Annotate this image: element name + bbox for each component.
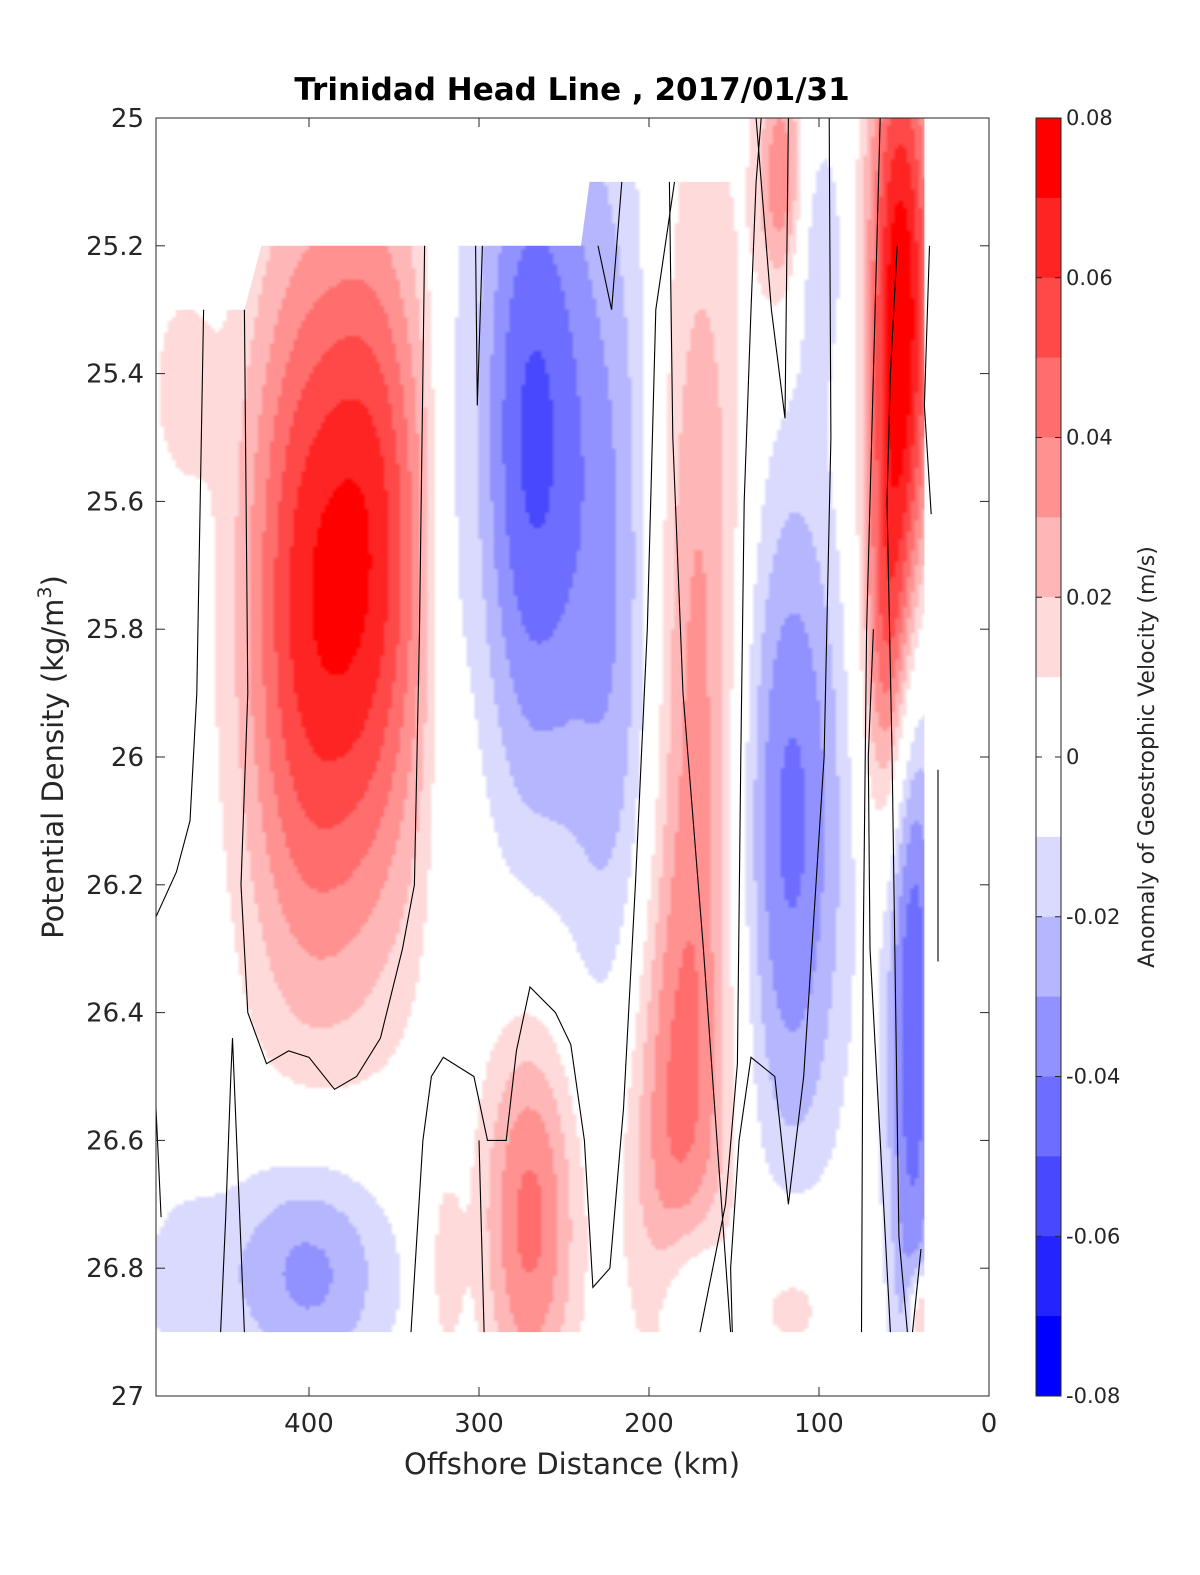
x-tick-label: 100 [794, 1409, 844, 1439]
colorbar-tick-label: 0.08 [1066, 106, 1113, 130]
zero-contour-line [156, 309, 205, 918]
x-tick-label: 200 [624, 1409, 674, 1439]
zero-contour-line [886, 245, 908, 1333]
zero-contour-lines [156, 118, 939, 1333]
x-tick-label: 0 [981, 1409, 998, 1439]
x-axis: 400 300 200 100 0 [284, 118, 997, 1439]
y-tick-label: 25.2 [86, 232, 144, 262]
colorbar-band [1036, 1316, 1061, 1397]
zero-contour-line [597, 181, 623, 310]
colorbar-label: Anomaly of Geostrophic Velocity (m/s) [1135, 546, 1160, 968]
colorbar-band [1036, 1076, 1061, 1157]
zero-contour-line [730, 118, 832, 1333]
colorbar-tick-label: 0.06 [1066, 266, 1113, 290]
y-axis-label-close: ) [36, 575, 70, 586]
zero-contour-line [699, 118, 762, 1333]
y-axis-label: Potential Density (kg/m3) [34, 575, 70, 939]
y-tick-label: 25 [111, 104, 144, 134]
colorbar-tick-label: -0.04 [1066, 1065, 1120, 1089]
y-tick-label: 25.6 [86, 487, 144, 517]
y-tick-label: 27 [111, 1382, 144, 1412]
no-data-mask [156, 118, 989, 1396]
x-tick-label: 400 [284, 1409, 334, 1439]
chart-title: Trinidad Head Line , 2017/01/31 [294, 72, 849, 108]
colorbar-band [1036, 357, 1061, 438]
y-axis: 25 25.2 25.4 25.6 25.8 26 26.2 26.4 26.6 26.8 27 [86, 104, 989, 1412]
zero-contour-line [220, 1038, 245, 1333]
zero-contour-line [156, 1108, 162, 1218]
zero-contour-line [867, 629, 891, 1333]
zero-contour-line [860, 118, 881, 1333]
colorbar-band [1036, 836, 1061, 918]
zero-contour-line [923, 245, 932, 515]
zero-contour-line [240, 245, 426, 1091]
x-tick-label: 300 [454, 1409, 504, 1439]
colorbar-tick-label: -0.06 [1066, 1224, 1120, 1248]
y-tick-label: 25.8 [86, 615, 144, 645]
zero-contour-line [478, 1140, 485, 1333]
y-tick-label: 26.2 [86, 871, 144, 901]
colorbar-band [1036, 677, 1061, 758]
colorbar-band [1036, 916, 1061, 998]
colorbar-tick-label: -0.02 [1066, 905, 1120, 929]
y-tick-label: 25.4 [86, 360, 144, 390]
colorbar-band [1036, 1156, 1061, 1237]
y-tick-label: 26.6 [86, 1126, 144, 1156]
colorbar-band [1036, 757, 1061, 838]
x-axis-label: Offshore Distance (km) [404, 1447, 740, 1481]
y-tick-label: 26.8 [86, 1254, 144, 1284]
colorbar-tick-label: 0.02 [1066, 585, 1113, 609]
y-axis-label-superscript: 3 [34, 586, 56, 598]
colorbar: 0.08 0.06 0.04 0.02 0 -0.02 -0.04 -0.06 -0.08 [1036, 106, 1120, 1408]
colorbar-tick-label: -0.08 [1066, 1384, 1120, 1408]
colorbar-tick-label: 0 [1066, 745, 1079, 769]
colorbar-band [1036, 437, 1061, 518]
zero-contour-line [911, 1248, 922, 1333]
colorbar-band [1036, 996, 1061, 1077]
zero-contour-line [410, 181, 676, 1333]
velocity-anomaly-field [156, 118, 989, 1396]
colorbar-band [1036, 597, 1061, 678]
zero-contour-line [755, 118, 789, 419]
colorbar-band [1036, 277, 1061, 359]
colorbar-band [1036, 517, 1061, 598]
zero-contour-line [475, 245, 483, 406]
y-axis-label-main: Potential Density (kg/m [36, 599, 70, 939]
colorbar-band [1036, 1236, 1061, 1317]
zero-contour-line [668, 181, 732, 1333]
y-tick-label: 26.4 [86, 999, 144, 1029]
colorbar-frame [1035, 117, 1062, 1397]
colorbar-band [1036, 118, 1061, 199]
y-tick-label: 26 [111, 743, 144, 773]
colorbar-tick-label: 0.04 [1066, 426, 1113, 450]
colorbar-band [1036, 197, 1061, 279]
